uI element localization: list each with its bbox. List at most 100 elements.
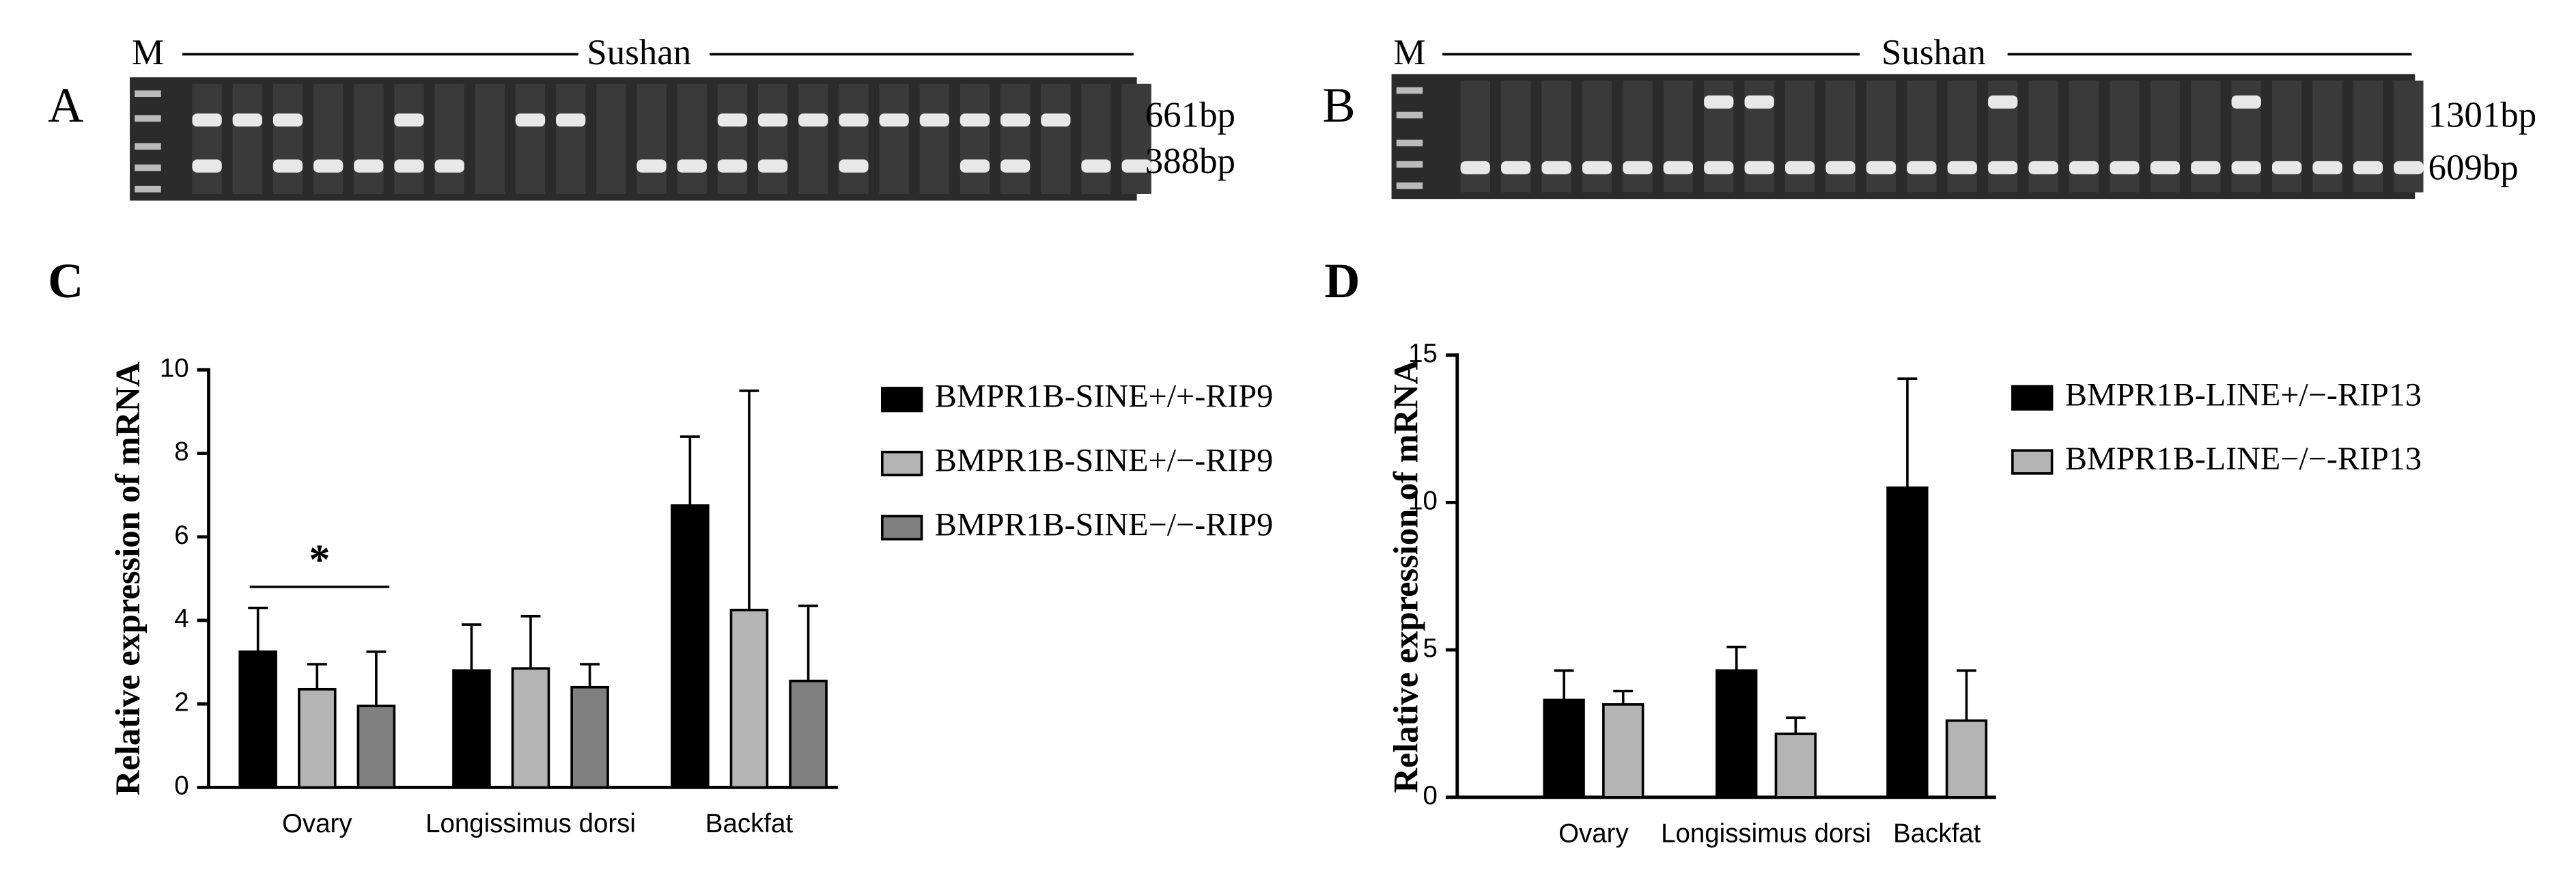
panel-label: D [1324, 253, 1360, 308]
gel-band [272, 159, 303, 173]
error-bar [1957, 669, 1976, 721]
bar [238, 650, 277, 789]
gel-band [2353, 161, 2383, 175]
gel-band [2231, 161, 2261, 175]
error-bar [739, 389, 759, 610]
bar [1945, 719, 1988, 799]
gel-band [2312, 161, 2342, 175]
lane-glow [798, 83, 828, 194]
y-tick-label: 0 [1423, 781, 1438, 810]
gel-band [313, 159, 344, 173]
error-bar [248, 606, 268, 652]
gel-band [1704, 95, 1734, 109]
gel-band [1988, 95, 2018, 109]
error-bar [520, 615, 541, 669]
y-tick-label: 0 [174, 771, 188, 801]
gel-band [798, 113, 828, 127]
gel-band [2231, 95, 2261, 109]
lane-glow [2069, 80, 2099, 193]
legend-swatch [881, 515, 923, 540]
gel-band [515, 113, 546, 127]
x-tick-label: Ovary [1558, 819, 1629, 848]
lane-glow [839, 83, 869, 194]
gel-band [1866, 161, 1896, 175]
gel-band [1907, 161, 1937, 175]
lane-glow [1460, 80, 1490, 193]
gel-band [1541, 161, 1571, 175]
lane-glow [1041, 83, 1071, 194]
gel-band [2150, 161, 2181, 175]
band-size-label: 1301bp [2428, 95, 2536, 135]
lane-glow [2028, 80, 2058, 193]
bar [789, 679, 828, 789]
bar [570, 685, 609, 789]
legend-swatch [2011, 449, 2054, 475]
gel-band [717, 113, 748, 127]
error-bar [307, 663, 327, 689]
bar [511, 667, 550, 789]
x-tick-label: Ovary [282, 809, 352, 838]
gel-band [757, 159, 788, 173]
lane-glow [717, 83, 748, 194]
gel-band [192, 159, 222, 173]
ladder-band [1396, 139, 1423, 147]
lane-glow [2394, 80, 2424, 193]
error-bar [798, 604, 818, 681]
gel-band [2069, 161, 2099, 175]
lane-glow [2150, 80, 2181, 193]
y-tick-label: 10 [1408, 486, 1438, 516]
band-size-label: 661bp [1145, 95, 1235, 135]
lane-glow [272, 83, 303, 194]
gel-band [1947, 161, 1977, 175]
lane-glow [2110, 80, 2140, 193]
gel-band [272, 113, 303, 127]
error-bar [1554, 669, 1574, 700]
lane-glow [960, 83, 990, 194]
gel-band [1744, 95, 1774, 109]
lane-glow [2271, 80, 2302, 193]
error-bar [1897, 377, 1918, 488]
bar [1716, 669, 1758, 799]
band-size-label: 388bp [1145, 141, 1235, 181]
lane-glow [1907, 80, 1937, 193]
gel-band [839, 159, 869, 173]
legend-swatch [2011, 385, 2054, 411]
gel-band [1081, 159, 1111, 173]
bar [1886, 486, 1929, 799]
gel-band [1663, 161, 1693, 175]
gel-band [1744, 161, 1774, 175]
gel-band [394, 113, 424, 127]
gel-band [2271, 161, 2302, 175]
lane-glow [354, 83, 384, 194]
gel-band [2028, 161, 2058, 175]
lane-glow [556, 83, 586, 194]
panel-label: C [48, 253, 83, 308]
legend-label: BMPR1B-SINE+/−-RIP9 [935, 443, 1273, 479]
lane-glow [1663, 80, 1693, 193]
gel-band [1501, 161, 1531, 175]
gel-band [192, 113, 222, 127]
lane-glow [1825, 80, 1856, 193]
lane-glow [1866, 80, 1896, 193]
gel-band [354, 159, 384, 173]
bar [356, 704, 396, 789]
legend-label: BMPR1B-LINE−/−-RIP13 [2065, 441, 2422, 477]
gel-band [757, 113, 788, 127]
gel-band [960, 113, 990, 127]
y-tick-label: 8 [174, 437, 188, 467]
y-tick-label: 4 [174, 604, 188, 633]
lane-glow [1947, 80, 1977, 193]
gel-band [839, 113, 869, 127]
ladder-band [1396, 182, 1423, 189]
marker-label: M [1393, 33, 1425, 72]
population-label: Sushan [1881, 33, 1986, 72]
lane-glow [394, 83, 424, 194]
bar [1774, 732, 1817, 799]
legend-label: BMPR1B-SINE+/+-RIP9 [935, 379, 1273, 415]
gel-band [1988, 161, 2018, 175]
ladder-band [1396, 111, 1423, 119]
bar [671, 504, 710, 789]
marker-label: M [132, 33, 164, 72]
